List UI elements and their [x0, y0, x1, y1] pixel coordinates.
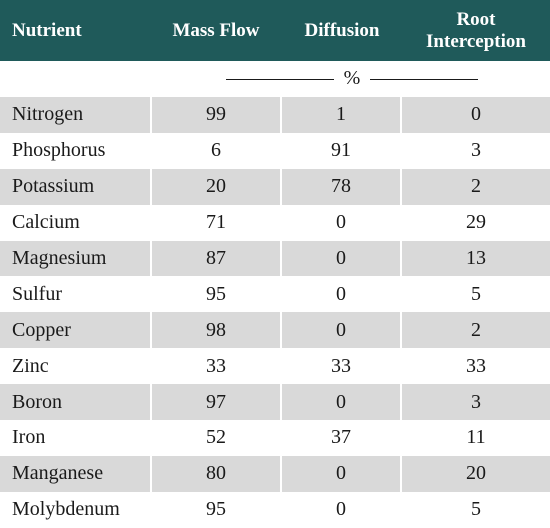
cell-root-interception: 13 — [402, 240, 550, 277]
cell-mass-flow: 33 — [206, 354, 226, 377]
table-row: Calcium 71 0 29 — [0, 205, 550, 241]
cell-root-interception: 20 — [402, 455, 550, 492]
cell-diffusion: 0 — [336, 211, 346, 234]
cell-diffusion: 91 — [331, 139, 351, 162]
cell-root-interception: 33 — [466, 354, 486, 377]
cell-diffusion: 33 — [331, 354, 351, 377]
cell-root-interception: 0 — [402, 97, 550, 133]
cell-nutrient: Zinc — [12, 354, 49, 377]
cell-mass-flow: 95 — [206, 498, 226, 521]
cell-mass-flow: 98 — [152, 312, 280, 349]
cell-diffusion: 0 — [336, 498, 346, 521]
cell-nutrient: Calcium — [12, 211, 80, 234]
unit-label: % — [343, 67, 361, 89]
cell-nutrient: Nitrogen — [0, 97, 150, 133]
cell-nutrient: Boron — [0, 384, 150, 421]
cell-mass-flow: 52 — [206, 426, 226, 449]
cell-root-interception: 3 — [471, 139, 481, 162]
cell-root-interception: 5 — [471, 282, 481, 305]
table-row: Phosphorus 6 91 3 — [0, 133, 550, 169]
table-row: Nitrogen 99 1 0 — [0, 97, 550, 133]
cell-mass-flow: 20 — [152, 168, 280, 205]
unit-rule-right — [370, 79, 478, 80]
header-nutrient: Nutrient — [12, 19, 82, 41]
table-row: Potassium 20 78 2 — [0, 168, 550, 205]
table-row: Zinc 33 33 33 — [0, 348, 550, 384]
table-body: Nitrogen 99 1 0 Phosphorus 6 91 3 Potassium 20 78 2… — [0, 97, 550, 528]
cell-diffusion: 1 — [282, 97, 400, 133]
table-row: Copper 98 0 2 — [0, 312, 550, 349]
cell-mass-flow: 6 — [211, 139, 221, 162]
table-row: Molybdenum 95 0 5 — [0, 492, 550, 528]
cell-diffusion: 0 — [282, 455, 400, 492]
cell-nutrient: Molybdenum — [12, 498, 120, 521]
cell-mass-flow: 95 — [206, 282, 226, 305]
cell-nutrient: Iron — [12, 426, 46, 449]
table-row: Iron 52 37 11 — [0, 420, 550, 456]
cell-root-interception: 11 — [466, 426, 486, 449]
cell-diffusion: 0 — [336, 282, 346, 305]
cell-root-interception: 2 — [402, 168, 550, 205]
table-header: Nutrient Mass Flow Diffusion Root Interc… — [0, 0, 550, 61]
cell-diffusion: 0 — [282, 240, 400, 277]
table-row: Manganese 80 0 20 — [0, 455, 550, 492]
cell-diffusion: 0 — [282, 312, 400, 349]
header-root-interception: Root Interception — [426, 8, 526, 52]
cell-nutrient: Magnesium — [0, 240, 150, 277]
cell-nutrient: Manganese — [0, 455, 150, 492]
cell-mass-flow: 71 — [206, 211, 226, 234]
cell-nutrient: Sulfur — [12, 282, 62, 305]
cell-diffusion: 37 — [331, 426, 351, 449]
cell-diffusion: 0 — [282, 384, 400, 421]
cell-mass-flow: 97 — [152, 384, 280, 421]
cell-mass-flow: 80 — [152, 455, 280, 492]
cell-root-interception: 29 — [466, 211, 486, 234]
table-row: Boron 97 0 3 — [0, 384, 550, 421]
unit-row: % — [0, 61, 550, 97]
cell-root-interception: 5 — [471, 498, 481, 521]
cell-mass-flow: 87 — [152, 240, 280, 277]
unit-rule-left — [226, 79, 334, 80]
header-mass-flow: Mass Flow — [172, 19, 260, 41]
cell-nutrient: Potassium — [0, 168, 150, 205]
cell-nutrient: Phosphorus — [12, 139, 106, 162]
table-row: Magnesium 87 0 13 — [0, 240, 550, 277]
cell-mass-flow: 99 — [152, 97, 280, 133]
header-diffusion: Diffusion — [304, 19, 380, 41]
table-row: Sulfur 95 0 5 — [0, 276, 550, 312]
cell-root-interception: 2 — [402, 312, 550, 349]
cell-root-interception: 3 — [402, 384, 550, 421]
cell-nutrient: Copper — [0, 312, 150, 349]
cell-diffusion: 78 — [282, 168, 400, 205]
